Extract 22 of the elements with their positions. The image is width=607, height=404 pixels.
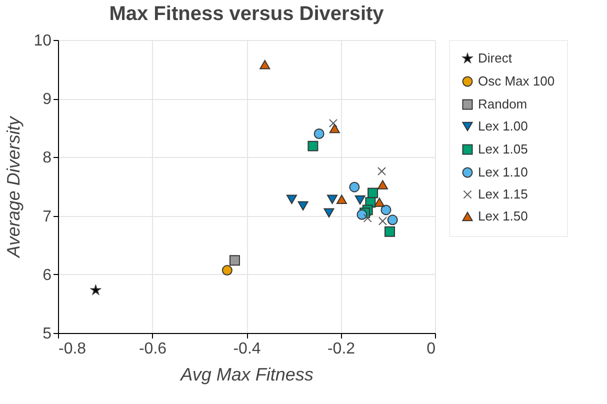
y-tick-label: 7 xyxy=(42,208,52,226)
x-tick-label: -0.2 xyxy=(327,340,356,358)
legend-label: Random xyxy=(478,96,528,112)
legend-label: Lex 1.50 xyxy=(478,208,528,224)
x-tick-label: -0.4 xyxy=(233,340,261,358)
y-tick-label: 10 xyxy=(34,32,52,50)
x-axis-title: Avg Max Fitness xyxy=(180,364,314,384)
legend-label: Lex 1.00 xyxy=(478,118,528,134)
x-tick-label: -0.8 xyxy=(58,340,86,358)
x-tick-label: -0.6 xyxy=(138,340,167,358)
legend-label: Lex 1.15 xyxy=(478,186,528,202)
y-tick-label: 8 xyxy=(42,150,52,167)
legend-label: Lex 1.10 xyxy=(478,164,528,180)
legend-label: Osc Max 100 xyxy=(478,74,555,88)
y-tick-label: 5 xyxy=(42,326,52,342)
y-tick-label: 9 xyxy=(42,91,52,108)
legend-label: Lex 1.05 xyxy=(478,142,528,156)
chart-title: Max Fitness versus Diversity xyxy=(109,3,385,25)
y-tick-label: 6 xyxy=(42,266,52,284)
y-axis-title: Average Diversity xyxy=(4,116,24,258)
x-tick-label: 0 xyxy=(426,340,436,358)
legend-label: Direct xyxy=(478,50,512,66)
